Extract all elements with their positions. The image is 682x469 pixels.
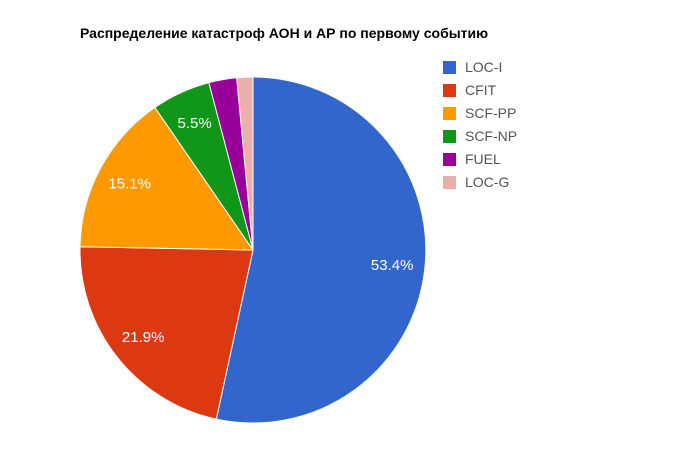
pie-slice-LOC-G[interactable] — [236, 76, 254, 251]
legend-item-label: SCF-NP — [465, 128, 518, 144]
legend-item-label: CFIT — [465, 82, 497, 98]
pie-slice-value-label: 15.1% — [108, 176, 151, 193]
legend: LOC-I CFIT SCF-PP SCF-NP FUEL LOC-G — [443, 59, 518, 199]
pie-slice-SCF-PP[interactable] — [79, 107, 254, 251]
pie-slice-value-label: 53.4% — [371, 257, 414, 274]
pie-slice-value-label: 5.5% — [177, 115, 211, 132]
pie-slice-LOC-I[interactable] — [215, 76, 427, 424]
legend-item-CFIT[interactable]: CFIT — [443, 82, 517, 98]
legend-color-swatch-icon — [443, 153, 456, 166]
pie-slice-value-label: 21.9% — [122, 329, 165, 346]
legend-item-label: LOC-G — [465, 174, 510, 190]
pie-slice-CFIT[interactable] — [79, 246, 254, 420]
legend-item-label: FUEL — [465, 151, 501, 167]
legend-item-LOC-I[interactable]: LOC-I — [443, 59, 517, 75]
legend-color-swatch-icon — [443, 61, 456, 74]
legend-item-label: SCF-PP — [465, 105, 517, 121]
chart-title: Распределение катастроф АОН и АР по перв… — [80, 25, 489, 41]
legend-item-FUEL[interactable]: FUEL — [443, 151, 517, 167]
legend-item-label: LOC-I — [465, 59, 503, 75]
legend-color-swatch-icon — [443, 176, 456, 189]
legend-item-SCF-NP[interactable]: SCF-NP — [443, 128, 518, 144]
legend-color-swatch-icon — [443, 130, 456, 143]
legend-color-swatch-icon — [443, 84, 456, 97]
legend-item-SCF-PP[interactable]: SCF-PP — [443, 105, 517, 121]
legend-item-LOC-G[interactable]: LOC-G — [443, 174, 517, 190]
legend-color-swatch-icon — [443, 107, 456, 120]
